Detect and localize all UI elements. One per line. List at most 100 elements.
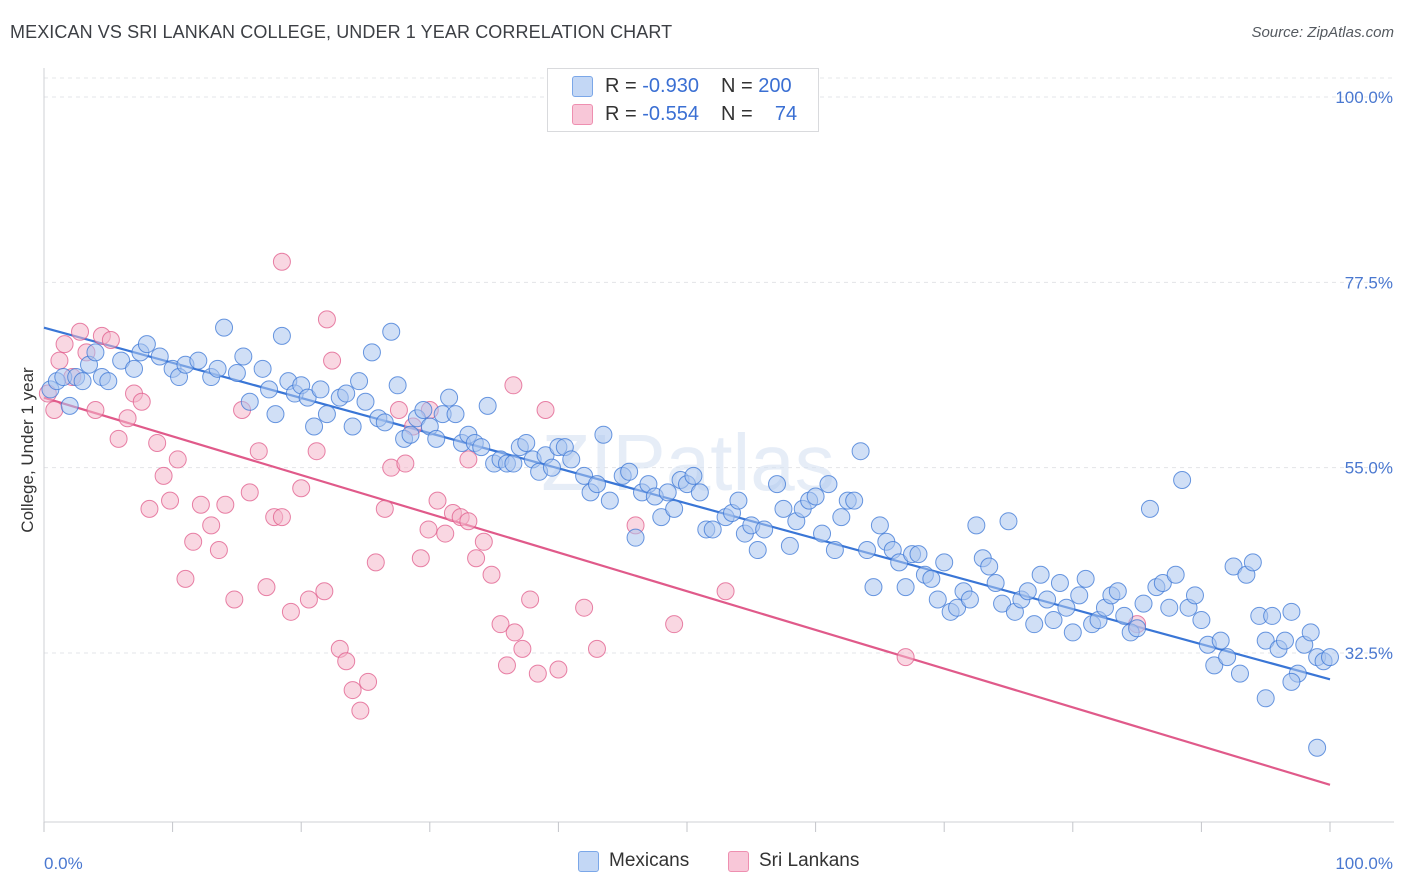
point-1-62 — [513, 639, 532, 658]
point-0-89 — [684, 466, 703, 485]
point-1-37 — [323, 351, 342, 370]
point-0-130 — [960, 590, 979, 609]
point-0-143 — [1044, 611, 1063, 630]
point-0-53 — [440, 388, 459, 407]
legend-n-value-sri-lankans: 74 — [774, 102, 798, 125]
point-1-59 — [491, 615, 510, 634]
point-0-33 — [305, 417, 324, 436]
point-0-79 — [620, 462, 639, 481]
point-1-65 — [536, 401, 555, 420]
trendline-1 — [43, 396, 1331, 786]
point-0-158 — [1140, 499, 1159, 518]
trendline-0 — [43, 326, 1331, 681]
correlation-legend: R = -0.930 N = 200 R = -0.554 N = 74 — [547, 68, 819, 132]
point-1-50 — [419, 520, 438, 539]
point-0-101 — [774, 499, 793, 518]
point-1-35 — [307, 442, 326, 461]
legend-n-label: N = — [720, 102, 753, 125]
point-0-69 — [542, 458, 561, 477]
point-1-44 — [375, 499, 394, 518]
point-1-57 — [474, 532, 493, 551]
point-0-23 — [234, 347, 253, 366]
legend-row-sri-lankans: R = -0.554 N = 74 — [572, 101, 797, 127]
point-1-7 — [86, 401, 105, 420]
point-0-43 — [375, 413, 394, 432]
point-0-26 — [260, 380, 279, 399]
gridlines — [44, 77, 1394, 654]
point-0-166 — [1192, 611, 1211, 630]
point-0-168 — [1205, 656, 1224, 675]
point-0-107 — [813, 524, 832, 543]
point-0-163 — [1173, 471, 1192, 490]
point-0-84 — [652, 508, 671, 527]
y-axis-label: College, Under 1 year — [18, 367, 37, 533]
point-0-109 — [825, 541, 844, 560]
point-0-73 — [575, 466, 594, 485]
y-tick-label-0: 32.5% — [1345, 644, 1393, 663]
point-1-5 — [71, 322, 90, 341]
point-0-13 — [137, 335, 156, 354]
bottom-legend-swatch-mexicans — [578, 850, 599, 872]
point-1-16 — [154, 466, 173, 485]
point-0-7 — [86, 343, 105, 362]
point-1-47 — [396, 454, 415, 473]
point-0-92 — [703, 520, 722, 539]
point-0-39 — [350, 372, 369, 391]
point-0-116 — [870, 516, 889, 535]
point-0-80 — [626, 528, 645, 547]
point-0-161 — [1160, 598, 1179, 617]
point-0-65 — [517, 433, 536, 452]
point-0-119 — [890, 553, 909, 572]
point-0-32 — [298, 388, 317, 407]
point-0-21 — [215, 318, 234, 337]
source-label: Source: ZipAtlas.com — [1251, 24, 1394, 41]
point-1-15 — [148, 433, 167, 452]
point-0-22 — [227, 363, 246, 382]
point-1-39 — [337, 652, 356, 671]
legend-swatch-sri-lankans — [572, 103, 593, 125]
point-1-49 — [411, 549, 430, 568]
point-1-55 — [459, 512, 478, 531]
point-0-34 — [311, 380, 330, 399]
legend-swatch-mexicans — [572, 75, 593, 97]
point-1-23 — [209, 541, 228, 560]
point-0-59 — [478, 396, 497, 415]
legend-r-value-mexicans: -0.930 — [642, 74, 699, 97]
point-1-78 — [504, 376, 523, 395]
point-1-67 — [575, 598, 594, 617]
point-1-75 — [317, 310, 336, 329]
point-0-20 — [208, 359, 227, 378]
point-0-122 — [909, 545, 928, 564]
point-0-189 — [1321, 648, 1339, 667]
y-tick-label-3: 100.0% — [1335, 88, 1393, 107]
point-1-36 — [315, 582, 334, 601]
point-1-64 — [528, 664, 547, 683]
point-1-9 — [101, 330, 120, 349]
point-0-113 — [851, 442, 870, 461]
point-0-135 — [993, 594, 1012, 613]
point-1-74 — [272, 252, 291, 271]
point-0-108 — [819, 475, 838, 494]
point-0-160 — [1153, 573, 1172, 592]
x-tick-label-1: 100.0% — [1335, 854, 1393, 873]
point-0-180 — [1282, 602, 1301, 621]
point-0-177 — [1263, 606, 1282, 625]
point-1-40 — [343, 681, 362, 700]
point-0-63 — [504, 454, 523, 473]
point-0-172 — [1230, 664, 1249, 683]
point-0-171 — [1224, 557, 1243, 576]
point-1-14 — [140, 499, 159, 518]
point-0-9 — [99, 372, 118, 391]
tick-labels: 32.5% 55.0% 77.5% 100.0% 0.0% 100.0% — [44, 88, 1393, 873]
point-1-68 — [587, 639, 606, 658]
point-0-187 — [1256, 689, 1275, 708]
point-0-133 — [980, 557, 999, 576]
point-0-41 — [362, 343, 381, 362]
point-1-46 — [389, 401, 408, 420]
point-0-136 — [999, 512, 1018, 531]
point-0-139 — [1018, 582, 1037, 601]
point-0-37 — [337, 384, 356, 403]
point-1-72 — [896, 648, 915, 667]
point-1-13 — [132, 392, 151, 411]
